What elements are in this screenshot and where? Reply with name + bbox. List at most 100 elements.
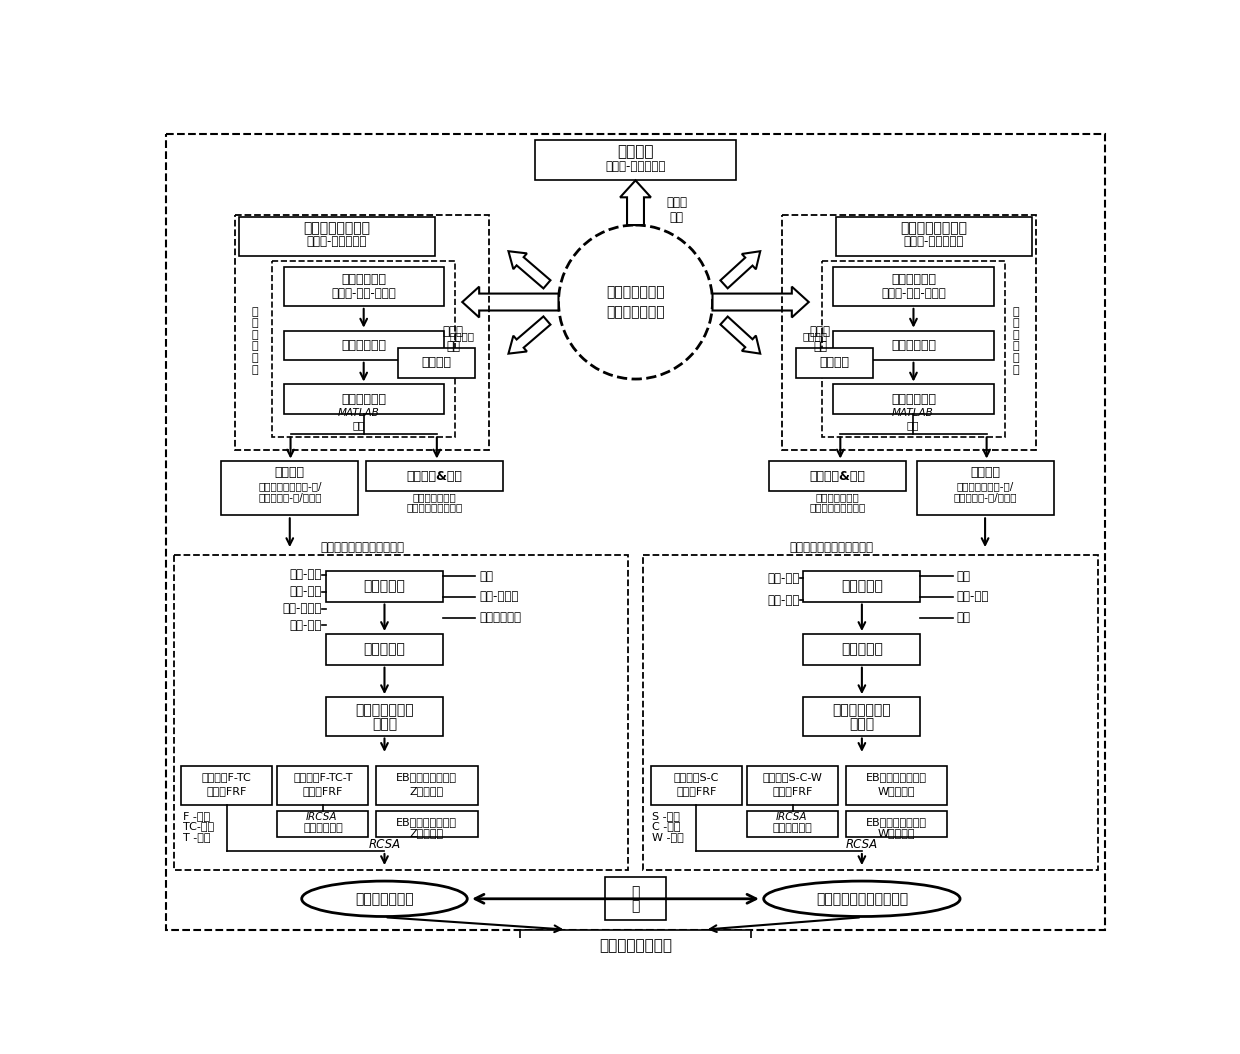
Text: 主轴: 主轴 [956, 569, 971, 583]
Bar [804, 633, 920, 665]
Text: 响应耦合法获得工件点响应: 响应耦合法获得工件点响应 [790, 541, 874, 554]
Text: EB梁模型求取刀具: EB梁模型求取刀具 [397, 817, 458, 826]
Text: 工件不同位置点频响函数: 工件不同位置点频响函数 [816, 892, 908, 905]
Text: EB梁模型求取刀具: EB梁模型求取刀具 [866, 817, 928, 826]
Bar [278, 766, 368, 805]
Bar [536, 140, 735, 180]
Text: 子结构划分: 子结构划分 [841, 579, 883, 593]
Text: 自由端FRF: 自由端FRF [676, 786, 717, 796]
Bar [278, 811, 368, 837]
Bar [836, 217, 1032, 256]
Bar [326, 633, 443, 665]
Bar [181, 766, 272, 805]
Bar [366, 462, 503, 491]
Text: 自由端FRF: 自由端FRF [206, 786, 247, 796]
Bar [833, 331, 993, 359]
Bar [748, 811, 838, 837]
Text: 实验获得S-C-W: 实验获得S-C-W [763, 773, 822, 782]
Text: 建立典型单元: 建立典型单元 [341, 273, 386, 287]
Text: 自由端FRF: 自由端FRF [303, 786, 343, 796]
Bar [796, 348, 873, 377]
Ellipse shape [301, 881, 467, 917]
Text: 轴承-丝杆: 轴承-丝杆 [290, 568, 322, 581]
Bar [605, 877, 666, 920]
Text: 卡盘-工件: 卡盘-工件 [768, 593, 800, 606]
Text: MATLAB
编程: MATLAB 编程 [892, 408, 934, 430]
Text: 表征系统动态特性。: 表征系统动态特性。 [810, 502, 866, 512]
Text: （进给-刀架-刀具）: （进给-刀架-刀具） [331, 287, 396, 300]
Text: 刀尖点频响函数: 刀尖点频响函数 [355, 892, 414, 905]
Polygon shape [720, 316, 760, 354]
Text: 导轨-工作台: 导轨-工作台 [283, 602, 322, 614]
Text: S -主轴: S -主轴 [652, 811, 681, 821]
Text: W频响矩阵: W频响矩阵 [878, 786, 915, 796]
Text: 变矩、转角-力/变矩）: 变矩、转角-力/变矩） [258, 492, 321, 502]
Bar [833, 385, 993, 413]
Text: 子结构
划分: 子结构 划分 [666, 196, 687, 223]
Text: TC-刀架: TC-刀架 [182, 821, 213, 832]
Text: 自由端FRF: 自由端FRF [773, 786, 812, 796]
Text: 系统综合频响函数: 系统综合频响函数 [599, 938, 672, 953]
Text: 尼矩阵: 尼矩阵 [372, 717, 397, 731]
Bar [376, 811, 477, 837]
Polygon shape [620, 180, 651, 226]
Text: 实验获得S-C: 实验获得S-C [673, 773, 719, 782]
Text: 刀具（悬伸）: 刀具（悬伸） [479, 611, 521, 624]
Text: 主轴-卡盘: 主轴-卡盘 [768, 572, 800, 585]
Text: F -进给: F -进给 [182, 811, 210, 821]
Text: 响应矩阵: 响应矩阵 [970, 467, 1001, 480]
Text: （主轴-机床进给）: （主轴-机床进给） [605, 160, 666, 173]
Text: EB梁模型求取刀具: EB梁模型求取刀具 [866, 773, 928, 782]
Text: 确定结合面: 确定结合面 [841, 642, 883, 657]
Text: 动
态
特
性
研
究: 动 态 特 性 研 究 [1013, 307, 1019, 374]
Text: 实验获得F-TC-T: 实验获得F-TC-T [293, 773, 352, 782]
Text: IRCSA: IRCSA [775, 813, 807, 822]
Text: 连接参数矩阵: 连接参数矩阵 [303, 823, 342, 833]
Polygon shape [463, 287, 558, 317]
Bar [239, 217, 435, 256]
Text: 反应系统性能，: 反应系统性能， [413, 492, 456, 503]
Text: （工件-机床主轴）: （工件-机床主轴） [903, 235, 963, 249]
Bar [769, 462, 905, 491]
Text: 动
态
特
性
研
究: 动 态 特 性 研 究 [252, 307, 258, 374]
Text: 子结构划分: 子结构划分 [363, 579, 405, 593]
Text: 合: 合 [631, 899, 640, 914]
Text: 子结构
划分: 子结构 划分 [443, 325, 464, 353]
Text: 尼矩阵: 尼矩阵 [849, 717, 874, 731]
Text: C -卡盘: C -卡盘 [652, 821, 681, 832]
Bar [644, 555, 1097, 870]
Bar [284, 268, 444, 306]
Bar [520, 930, 751, 962]
Bar [326, 697, 443, 736]
Text: 连接参数矩阵: 连接参数矩阵 [773, 823, 812, 833]
Bar [272, 261, 455, 436]
Polygon shape [720, 251, 760, 289]
Text: EB梁模型求取刀具: EB梁模型求取刀具 [397, 773, 458, 782]
Bar [804, 697, 920, 736]
Text: 螺母-工作台: 螺母-工作台 [479, 590, 518, 604]
Text: Z频响矩阵: Z频响矩阵 [409, 827, 444, 838]
Text: W -工件: W -工件 [652, 833, 684, 842]
Text: 响应矩阵: 响应矩阵 [275, 467, 305, 480]
Polygon shape [713, 287, 808, 317]
Text: RCSA: RCSA [368, 838, 401, 852]
Text: 广义动力学空间: 广义动力学空间 [606, 285, 665, 299]
Text: （刀具悬伸端位移-力/: （刀具悬伸端位移-力/ [258, 481, 321, 491]
Text: 确定结合面: 确定结合面 [363, 642, 405, 657]
Bar [804, 571, 920, 602]
Bar [174, 555, 627, 870]
Text: 卡盘-工件: 卡盘-工件 [956, 590, 990, 604]
Bar [236, 215, 490, 450]
Polygon shape [508, 251, 551, 289]
Text: 建立典型单元: 建立典型单元 [892, 273, 936, 287]
Text: 刀具-刀夹: 刀具-刀夹 [290, 619, 322, 632]
Bar [284, 331, 444, 359]
Text: 工件: 工件 [956, 611, 971, 624]
Bar [284, 385, 444, 413]
Bar [846, 811, 947, 837]
Text: 丝杆-丝母: 丝杆-丝母 [290, 585, 322, 598]
Text: 固有频率&振型: 固有频率&振型 [407, 470, 463, 483]
Bar [846, 766, 947, 805]
Polygon shape [508, 316, 551, 354]
Bar [748, 766, 838, 805]
